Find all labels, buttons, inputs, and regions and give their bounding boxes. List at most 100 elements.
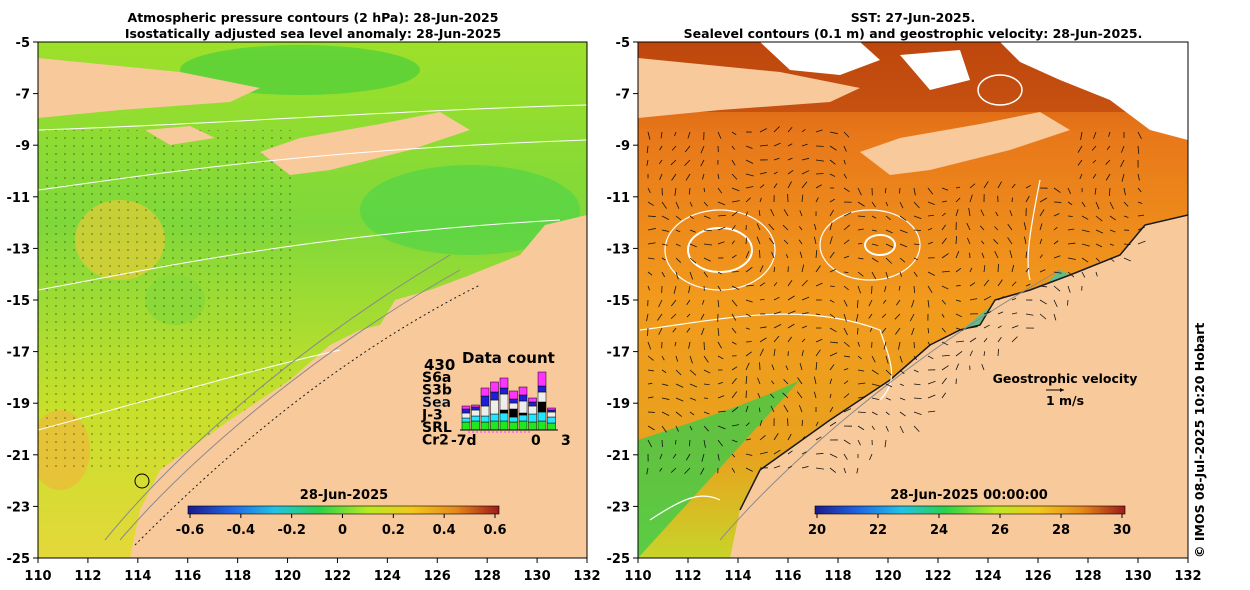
velocity-vector: [757, 377, 761, 385]
velocity-vector: [646, 145, 649, 154]
velocity-vector: [913, 187, 916, 196]
velocity-vector: [1009, 250, 1013, 259]
right-lon-tick-label: 128: [1074, 569, 1101, 584]
velocity-vector: [899, 369, 905, 375]
left-lon-tick-label: 126: [424, 569, 451, 584]
left-lat-tick-label: -19: [7, 397, 31, 412]
velocity-vector: [773, 266, 776, 273]
velocity-vector: [899, 355, 903, 363]
velocity-vector: [801, 436, 806, 441]
right-lat-tick-label: -17: [607, 346, 631, 361]
velocity-vector: [659, 467, 663, 472]
velocity-vector: [661, 411, 670, 416]
velocity-vector: [688, 341, 691, 349]
right-colorbar-tick-label: 22: [869, 523, 887, 538]
velocity-vector: [674, 187, 677, 196]
velocity-vector: [773, 126, 780, 133]
velocity-vector: [689, 369, 697, 376]
velocity-vector: [941, 392, 947, 399]
velocity-vector: [703, 369, 711, 374]
velocity-vector: [1067, 242, 1076, 245]
velocity-vector: [885, 383, 893, 388]
velocity-vector: [955, 299, 961, 302]
velocity-vector: [801, 451, 807, 455]
velocity-vector: [955, 209, 959, 217]
data-count-bar-segment: [509, 390, 518, 400]
velocity-vector: [783, 379, 789, 385]
velocity-vector: [646, 313, 649, 322]
data-count-bar-segment: [509, 416, 518, 423]
right-sealevel-contour: [977, 74, 1023, 106]
velocity-vector: [675, 425, 679, 432]
velocity-vector: [843, 239, 850, 245]
velocity-vector: [717, 439, 723, 447]
velocity-vector: [829, 406, 834, 413]
left-pressure-contour: [38, 219, 561, 291]
velocity-vector: [983, 279, 990, 287]
velocity-vector: [770, 405, 775, 413]
velocity-vector: [799, 210, 803, 217]
velocity-vector: [955, 267, 962, 273]
velocity-vector: [717, 226, 726, 231]
velocity-vector: [868, 299, 873, 307]
velocity-vector: [701, 299, 705, 305]
velocity-vector: [660, 131, 663, 139]
right-sealevel-contour: [864, 234, 896, 256]
velocity-vector: [686, 327, 691, 333]
left-colorbar-label: 28-Jun-2025: [300, 488, 388, 503]
velocity-vector: [927, 214, 935, 217]
velocity-vector: [701, 327, 705, 336]
left-land-island: [145, 126, 215, 145]
data-count-bar-segment: [471, 404, 480, 408]
right-lon-tick-label: 110: [624, 569, 651, 584]
velocity-vector: [647, 187, 651, 193]
data-count-bar-segment: [490, 381, 499, 393]
velocity-vector: [731, 225, 736, 231]
velocity-vector: [770, 208, 775, 217]
left-coastline-dots: [134, 284, 481, 546]
velocity-vector: [647, 382, 653, 385]
velocity-vector: [843, 173, 847, 179]
left-colorbar-tick-label: 0.2: [382, 523, 405, 538]
velocity-vector: [689, 411, 695, 416]
velocity-vector: [647, 439, 653, 448]
right-lat-tick-label: -5: [616, 36, 630, 51]
velocity-vector: [983, 295, 992, 301]
velocity-vector: [1105, 159, 1111, 165]
velocity-vector: [843, 255, 850, 259]
velocity-vector: [771, 251, 775, 259]
velocity-vector: [700, 159, 705, 167]
data-count-bar-segment: [509, 421, 518, 431]
velocity-vector: [843, 285, 849, 291]
velocity-vector: [703, 383, 710, 386]
velocity-vector: [955, 313, 963, 318]
velocity-vector: [703, 355, 709, 363]
velocity-vector: [829, 453, 838, 458]
velocity-vector: [759, 144, 768, 147]
velocity-vector: [881, 313, 887, 318]
velocity-vector: [885, 369, 892, 376]
velocity-vector: [913, 425, 920, 432]
velocity-vector: [745, 467, 753, 472]
velocity-vector: [1123, 257, 1132, 262]
velocity-vector: [843, 271, 849, 274]
velocity-vector: [731, 327, 737, 334]
velocity-vector: [843, 313, 847, 322]
velocity-vector: [796, 391, 803, 399]
velocity-vector: [1093, 131, 1097, 139]
velocity-vector: [997, 296, 1005, 301]
velocity-vector: [689, 397, 697, 401]
velocity-vector: [1011, 312, 1018, 315]
velocity-vector: [1039, 197, 1048, 203]
velocity-vector: [913, 271, 918, 277]
right-lon-tick-label: 112: [674, 569, 701, 584]
velocity-vector: [1025, 195, 1030, 203]
data-count-bar-segment: [528, 413, 537, 423]
velocity-vector: [717, 425, 726, 430]
velocity-vector: [1039, 285, 1048, 288]
velocity-vector: [829, 236, 833, 245]
velocity-vector: [801, 325, 808, 329]
data-count-bar-segment: [528, 421, 537, 431]
velocity-vector: [661, 215, 670, 220]
velocity-vector: [941, 237, 947, 245]
